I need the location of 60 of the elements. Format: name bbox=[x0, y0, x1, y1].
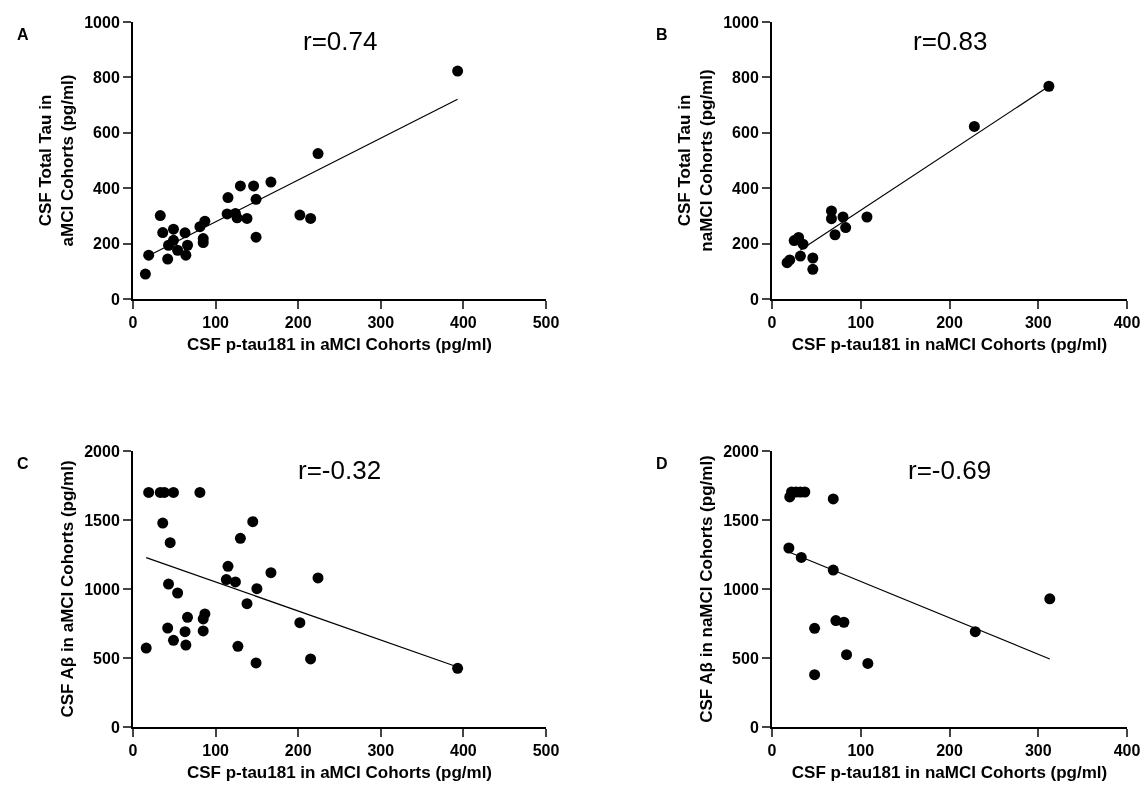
y-tick-label: 200 bbox=[93, 235, 120, 253]
x-tick-label: 100 bbox=[202, 742, 230, 760]
y-tick-label: 2000 bbox=[723, 442, 759, 460]
x-tick-label: 300 bbox=[1024, 742, 1052, 760]
y-tick-label: 0 bbox=[110, 718, 120, 736]
y-tick-label: 1000 bbox=[723, 13, 759, 31]
y-tick-label: 1500 bbox=[84, 511, 120, 529]
y-axis-title: CSF Total Tau in naMCI Cohorts (pg/ml) bbox=[675, 69, 717, 252]
y-tick-label: 2000 bbox=[84, 442, 120, 460]
y-tick-label: 0 bbox=[749, 718, 759, 736]
x-tick-label: 200 bbox=[936, 742, 963, 760]
x-tick-label: 0 bbox=[767, 742, 777, 760]
x-tick-label: 400 bbox=[450, 742, 477, 760]
x-axis-title: CSF p-tau181 in naMCI Cohorts (pg/ml) bbox=[791, 763, 1108, 783]
y-tick-label: 600 bbox=[732, 124, 759, 142]
text: B bbox=[656, 26, 668, 43]
y-tick-label: 800 bbox=[732, 69, 759, 86]
x-tick-label: 400 bbox=[1113, 314, 1141, 332]
y-tick-label: 400 bbox=[93, 179, 120, 197]
y-tick-label: 500 bbox=[93, 649, 120, 667]
x-tick-label: 0 bbox=[128, 314, 138, 332]
y-tick-label: 0 bbox=[110, 290, 120, 308]
x-tick-label: 400 bbox=[1113, 742, 1141, 760]
x-tick-label: 0 bbox=[767, 314, 777, 332]
y-tick-label: 0 bbox=[749, 290, 759, 308]
x-tick-label: 200 bbox=[284, 314, 312, 332]
x-tick-label: 400 bbox=[450, 314, 477, 332]
text: A bbox=[17, 26, 29, 43]
y-axis-title: CSF Aβ in aMCI Cohorts (pg/ml) bbox=[58, 460, 78, 718]
x-tick-label: 200 bbox=[284, 742, 312, 760]
x-tick-label: 500 bbox=[532, 742, 560, 760]
annotation: r=-0.69 bbox=[908, 455, 992, 485]
y-tick-label: 200 bbox=[732, 235, 759, 253]
x-tick-label: 100 bbox=[847, 314, 875, 332]
x-tick-label: 300 bbox=[367, 742, 395, 760]
x-axis-title: CSF p-tau181 in naMCI Cohorts (pg/ml) bbox=[791, 335, 1108, 355]
x-tick-label: 100 bbox=[202, 314, 230, 332]
y-tick-label: 1000 bbox=[84, 13, 120, 31]
x-axis-title: CSF p-tau181 in aMCI Cohorts (pg/ml) bbox=[186, 335, 493, 355]
y-axis-title: CSF Total Tau in aMCI Cohorts (pg/ml) bbox=[36, 74, 78, 247]
x-tick-label: 100 bbox=[847, 742, 875, 760]
x-tick-label: 500 bbox=[532, 314, 560, 332]
y-tick-label: 400 bbox=[732, 179, 759, 197]
y-tick-label: 600 bbox=[93, 124, 120, 142]
x-tick-label: 300 bbox=[367, 314, 395, 332]
annotation: r=0.74 bbox=[303, 26, 378, 56]
y-tick-label: 1000 bbox=[84, 580, 120, 598]
text: C bbox=[17, 455, 29, 472]
y-tick-label: 1500 bbox=[723, 511, 759, 529]
y-tick-label: 500 bbox=[732, 649, 759, 667]
x-axis-title: CSF p-tau181 in aMCI Cohorts (pg/ml) bbox=[186, 763, 493, 783]
annotation: r=0.83 bbox=[913, 26, 988, 56]
y-tick-label: 800 bbox=[93, 69, 120, 86]
x-tick-label: 200 bbox=[936, 314, 963, 332]
x-tick-label: 0 bbox=[128, 742, 138, 760]
y-tick-label: 1000 bbox=[723, 580, 759, 598]
x-tick-label: 300 bbox=[1024, 314, 1052, 332]
y-axis-title: CSF Aβ in naMCI Cohorts (pg/ml) bbox=[697, 455, 717, 723]
text: D bbox=[656, 455, 668, 472]
annotation: r=-0.32 bbox=[298, 455, 382, 485]
